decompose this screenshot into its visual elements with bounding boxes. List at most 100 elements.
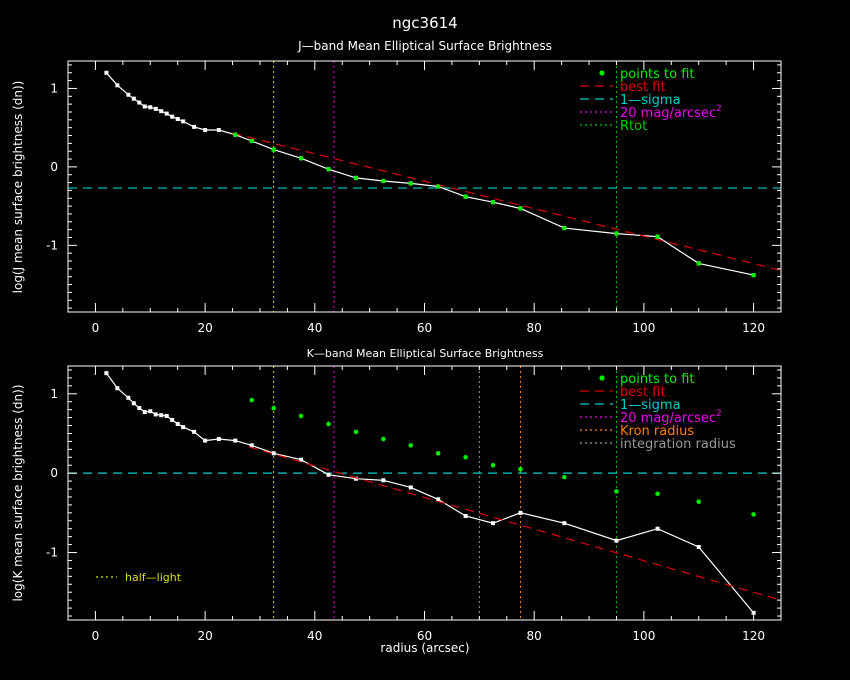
profile-point: [153, 106, 158, 111]
fit-point: [751, 512, 756, 517]
profile-point: [131, 96, 136, 101]
fit-point: [381, 436, 386, 442]
profile-point: [408, 485, 413, 490]
figure-title: ngc3614: [392, 14, 457, 32]
profile-point: [131, 401, 136, 406]
x-tick-label: 0: [92, 629, 100, 643]
x-tick-label: 100: [632, 321, 655, 335]
best-fit-line: [232, 132, 781, 272]
fit-point: [696, 499, 702, 505]
plot-area: [68, 366, 781, 620]
fit-point: [249, 397, 255, 403]
x-tick-label: 120: [742, 629, 765, 643]
j-band-title: J—band Mean Elliptical Surface Brightnes…: [297, 39, 552, 53]
profile-point: [159, 109, 164, 114]
profile-point: [249, 443, 254, 448]
j-band-panel: J—band Mean Elliptical Surface Brightnes…: [11, 39, 782, 335]
fit-point: [408, 181, 414, 186]
profile-point: [271, 451, 276, 456]
x-tick-label: 80: [527, 321, 542, 335]
profile-point: [216, 437, 221, 442]
fit-point: [435, 451, 441, 456]
profile-point: [170, 417, 175, 422]
fit-point: [249, 138, 255, 144]
x-tick-label: 100: [632, 629, 655, 643]
fit-point: [490, 462, 496, 468]
x-tick-label: 60: [417, 321, 432, 335]
best-fit-line: [248, 446, 781, 601]
fit-point: [232, 132, 238, 138]
fit-point: [463, 194, 468, 199]
profile-point: [614, 538, 619, 543]
y-tick-label: -1: [46, 238, 58, 252]
x-tick-label: 60: [417, 629, 432, 643]
profile-point: [192, 124, 197, 129]
x-tick-label: 40: [307, 629, 322, 643]
profile-point: [233, 438, 238, 443]
profile-point: [126, 395, 131, 400]
fit-point: [562, 474, 567, 480]
legend-label: 1—sigma: [620, 398, 681, 413]
profile-point: [148, 409, 153, 414]
y-tick-label: 1: [50, 81, 58, 95]
fit-point: [696, 261, 702, 266]
legend-label: 1—sigma: [620, 93, 681, 108]
profile-point: [381, 478, 386, 483]
k-band-panel: K—band Mean Elliptical Surface Brightnes…: [11, 347, 782, 655]
legend-label: best fit: [620, 385, 666, 400]
fit-point: [655, 234, 660, 239]
legend-swatch: [599, 70, 605, 76]
profile-point: [518, 510, 523, 515]
fit-point: [326, 421, 331, 427]
y-tick-label: 0: [50, 160, 58, 174]
k-band-xlabel: radius (arcsec): [380, 641, 469, 655]
fit-point: [518, 206, 523, 211]
fit-point: [381, 178, 386, 184]
profile-point: [436, 497, 441, 502]
profile-point: [115, 83, 120, 88]
fit-point: [408, 443, 414, 448]
profile-point: [175, 117, 180, 122]
x-tick-label: 20: [197, 629, 212, 643]
k-band-title: K—band Mean Elliptical Surface Brightnes…: [307, 347, 544, 360]
fit-point: [518, 466, 523, 472]
x-tick-label: 20: [197, 321, 212, 335]
profile-point: [153, 412, 158, 417]
legend-label: 20 mag/arcsec2: [620, 104, 722, 121]
legend-label: 20 mag/arcsec2: [620, 409, 722, 426]
fit-point: [435, 184, 441, 189]
fit-point: [353, 429, 359, 435]
fit-point: [298, 155, 304, 161]
legend-label: Kron radius: [620, 424, 694, 439]
profile-point: [696, 544, 701, 549]
legend-label: points to fit: [620, 372, 695, 387]
profile-point: [148, 105, 153, 110]
profile-point: [192, 429, 197, 434]
profile-point: [104, 70, 109, 75]
profile-point: [137, 100, 142, 105]
x-tick-label: 80: [527, 629, 542, 643]
fit-point: [490, 199, 496, 205]
x-tick-label: 120: [742, 321, 765, 335]
plot-area: [68, 61, 781, 312]
x-tick-label: 0: [92, 321, 100, 335]
profile-point: [562, 521, 567, 526]
x-tick-label: 40: [307, 321, 322, 335]
legend-superscript: 2: [716, 104, 722, 114]
j-band-ylabel: log(J mean surface brightness (dn)): [11, 81, 25, 294]
profile-point: [326, 472, 331, 477]
legend-label: Rtot: [620, 119, 647, 134]
fit-point: [271, 405, 276, 411]
fit-point: [562, 225, 567, 231]
profile-point: [181, 425, 186, 430]
k-band-ylabel: log(K mean surface brightness (dn)): [11, 384, 25, 601]
profile-point: [353, 476, 358, 481]
y-tick-label: -1: [46, 546, 58, 560]
profile-point: [175, 421, 180, 426]
y-tick-label: 0: [50, 466, 58, 480]
profile-point: [463, 514, 468, 519]
fit-point: [655, 491, 660, 497]
fit-point: [751, 272, 756, 278]
